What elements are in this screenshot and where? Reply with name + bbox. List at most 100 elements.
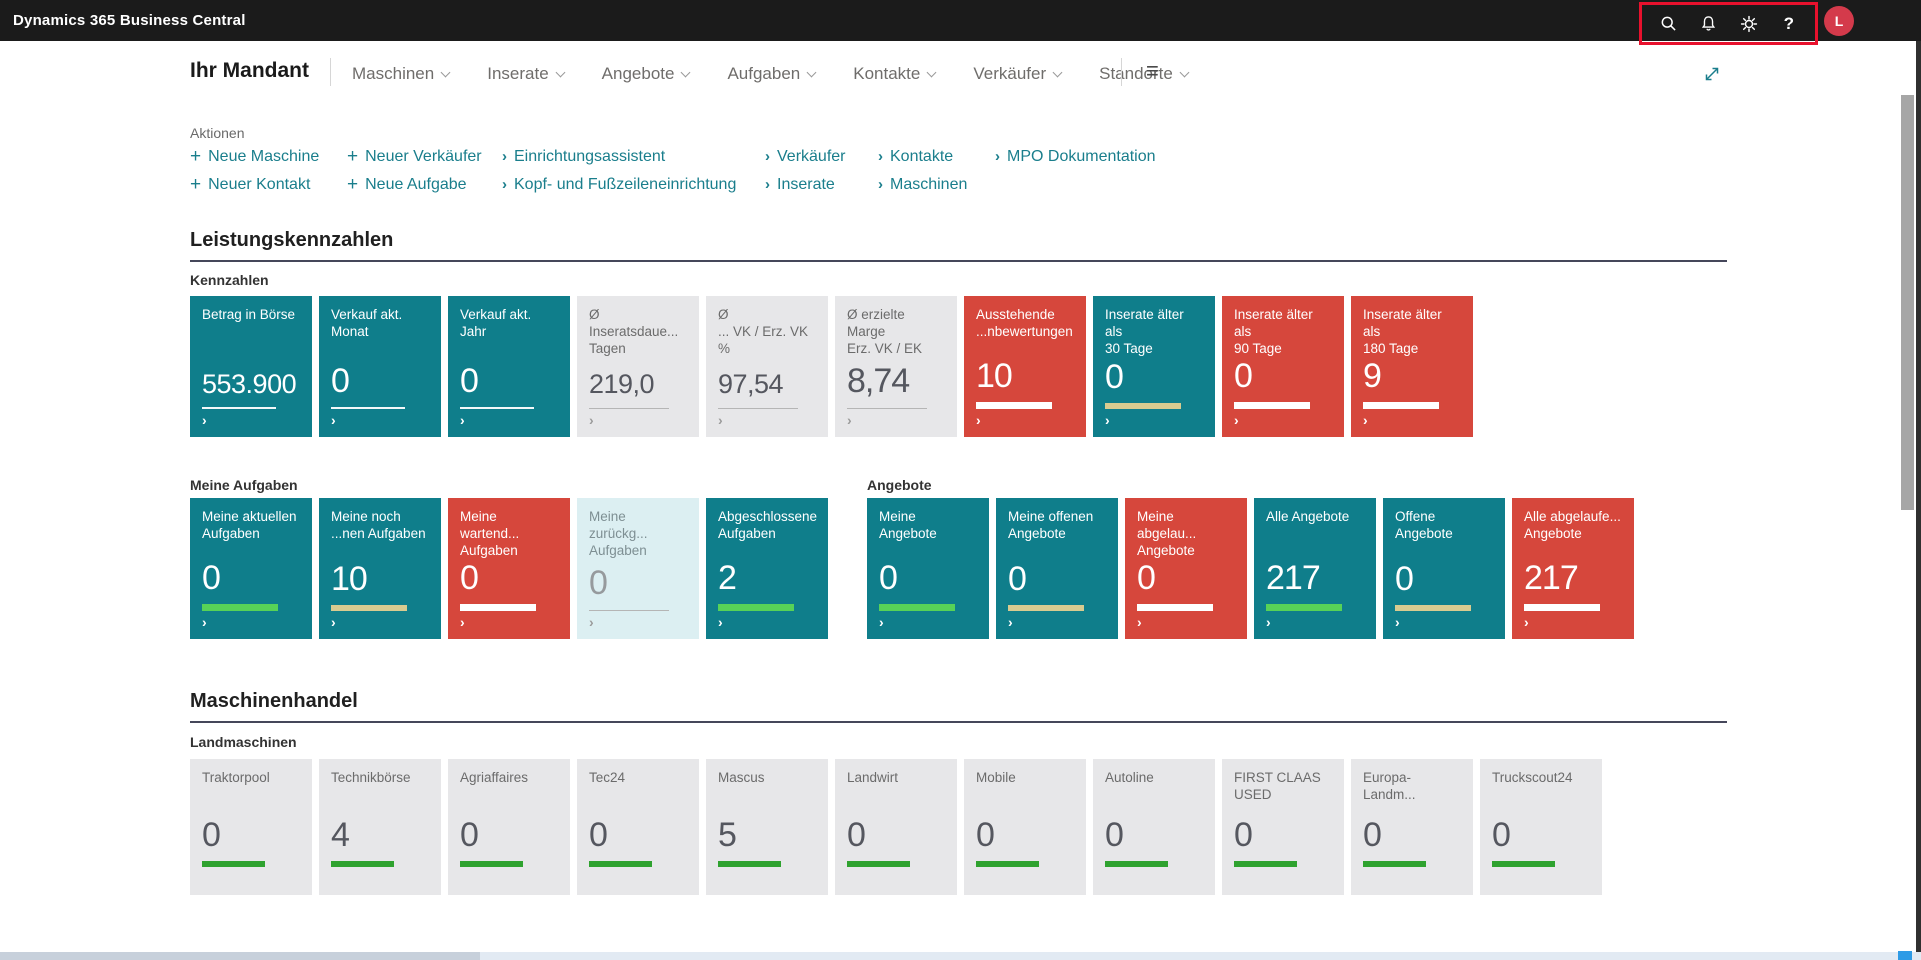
nav-menu-item-aufgaben[interactable]: Aufgaben	[727, 64, 815, 84]
kpi-tile[interactable]: Ø erzielte Marge Erz. VK / EK 8,74 ›	[835, 296, 957, 437]
kpi-tile[interactable]: Alle Angebote 217 ›	[1254, 498, 1376, 639]
kpi-tile[interactable]: Verkauf akt. Jahr 0 ›	[448, 296, 570, 437]
horizontal-scrollbar-thumb[interactable]	[0, 952, 480, 960]
tile-progress-bar	[1363, 402, 1439, 409]
kpi-tile[interactable]: Ausstehende ...nbewertungen 10 ›	[964, 296, 1086, 437]
tile-label: Europa-Landm...	[1363, 769, 1461, 813]
expand-diagonal-icon[interactable]	[1702, 64, 1722, 84]
nav-menu-item-verkäufer[interactable]: Verkäufer	[973, 64, 1061, 84]
action-link[interactable]: › Verkäufer	[765, 148, 845, 166]
tile-value: 0	[847, 818, 945, 852]
tile-value: 217	[1524, 561, 1622, 595]
company-name[interactable]: Ihr Mandant	[190, 59, 309, 83]
action-link[interactable]: › Kopf- und Fußzeileneinrichtung	[502, 176, 736, 194]
kpi-tile[interactable]: Mobile 0 ›	[964, 759, 1086, 895]
tile-value: 0	[1105, 818, 1203, 852]
tile-progress-bar	[460, 861, 523, 867]
kpi-tile[interactable]: Landwirt 0 ›	[835, 759, 957, 895]
action-link[interactable]: › Einrichtungsassistent	[502, 148, 665, 166]
nav-item-label: Inserate	[487, 64, 548, 84]
kpi-tile[interactable]: Verkauf akt. Monat 0 ›	[319, 296, 441, 437]
tile-label: Ausstehende ...nbewertungen	[976, 306, 1074, 350]
settings-gear-icon[interactable]	[1737, 12, 1761, 36]
tile-progress-bar	[1105, 403, 1181, 409]
search-icon[interactable]	[1656, 12, 1680, 36]
tile-progress-bar	[1105, 861, 1168, 867]
user-avatar[interactable]: L	[1824, 6, 1854, 36]
kpi-tile[interactable]: Meine zurückg... Aufgaben 0 ›	[577, 498, 699, 639]
tile-value: 0	[1492, 818, 1590, 852]
tile-progress-bar	[879, 604, 955, 611]
kpi-tile[interactable]: Inserate älter als 180 Tage 9 ›	[1351, 296, 1473, 437]
kpi-tile[interactable]: Agriaffaires 0 ›	[448, 759, 570, 895]
kpi-tile[interactable]: Alle abgelaufe... Angebote 217 ›	[1512, 498, 1634, 639]
nav-item-label: Verkäufer	[973, 64, 1046, 84]
vertical-scrollbar[interactable]	[1901, 95, 1914, 510]
tile-progress-bar	[331, 407, 405, 409]
group-label-landmaschinen: Landmaschinen	[190, 734, 297, 750]
action-link[interactable]: › MPO Dokumentation	[995, 148, 1156, 166]
notifications-bell-icon[interactable]	[1696, 12, 1720, 36]
tile-label: Verkauf akt. Monat	[331, 306, 429, 350]
nav-menu-item-kontakte[interactable]: Kontakte	[853, 64, 935, 84]
kpi-tile[interactable]: Ø Inseratsdaue... Tagen 219,0 ›	[577, 296, 699, 437]
action-label: Neue Maschine	[208, 148, 319, 166]
kpi-tile[interactable]: Inserate älter als 30 Tage 0 ›	[1093, 296, 1215, 437]
app-bar: Dynamics 365 Business Central ? L	[0, 0, 1921, 41]
action-link[interactable]: + Neuer Verkäufer	[347, 148, 482, 166]
nav-menu-item-standorte[interactable]: Standorte	[1099, 64, 1188, 84]
plus-icon: +	[347, 177, 358, 193]
kpi-tile[interactable]: Technikbörse 4 ›	[319, 759, 441, 895]
kpi-tile[interactable]: Mascus 5 ›	[706, 759, 828, 895]
tile-label: Mobile	[976, 769, 1074, 813]
action-link[interactable]: › Maschinen	[878, 176, 967, 194]
tile-label: Traktorpool	[202, 769, 300, 813]
help-icon[interactable]: ?	[1777, 12, 1801, 36]
chevron-right-icon: ›	[331, 615, 429, 630]
chevron-right-icon: ›	[718, 615, 816, 630]
top-navigation: Maschinen Inserate Angebote Aufgaben Kon…	[352, 64, 1188, 84]
nav-menu-item-angebote[interactable]: Angebote	[602, 64, 690, 84]
kpi-tile[interactable]: Meine wartend... Aufgaben 0 ›	[448, 498, 570, 639]
business-central-home: Dynamics 365 Business Central ? L	[0, 0, 1921, 960]
kpi-tile[interactable]: FIRST CLAAS USED 0 ›	[1222, 759, 1344, 895]
kpi-tile[interactable]: Betrag in Börse 553.900 ›	[190, 296, 312, 437]
horizontal-scrollbar-track[interactable]	[0, 952, 1921, 960]
nav-menu-item-maschinen[interactable]: Maschinen	[352, 64, 449, 84]
kpi-tile[interactable]: Autoline 0 ›	[1093, 759, 1215, 895]
kpi-tile[interactable]: Inserate älter als 90 Tage 0 ›	[1222, 296, 1344, 437]
kpi-tile[interactable]: Meine offenen Angebote 0 ›	[996, 498, 1118, 639]
chevron-right-icon: ›	[1105, 413, 1203, 428]
tile-label: Meine wartend... Aufgaben	[460, 508, 558, 559]
tile-progress-bar	[202, 604, 278, 611]
plus-icon: +	[190, 177, 201, 193]
chevron-right-icon: ›	[502, 149, 507, 165]
kpi-tile[interactable]: Traktorpool 0 ›	[190, 759, 312, 895]
action-link[interactable]: + Neue Aufgabe	[347, 176, 467, 194]
kpi-tile[interactable]: Abgeschlossene Aufgaben 2 ›	[706, 498, 828, 639]
menu-hamburger-icon[interactable]: ≡	[1146, 58, 1159, 84]
kpi-tile[interactable]: Meine aktuellen Aufgaben 0 ›	[190, 498, 312, 639]
tile-value: 0	[202, 561, 300, 595]
tile-progress-bar	[1363, 861, 1426, 867]
kpi-tile[interactable]: Ø ... VK / Erz. VK % 97,54 ›	[706, 296, 828, 437]
kpi-tile[interactable]: Meine Angebote 0 ›	[867, 498, 989, 639]
tile-progress-bar	[976, 402, 1052, 409]
action-link[interactable]: › Inserate	[765, 176, 835, 194]
kennzahlen-tile-group: Betrag in Börse 553.900 › Verkauf akt. M…	[190, 296, 1473, 437]
kpi-tile[interactable]: Truckscout24 0 ›	[1480, 759, 1602, 895]
kpi-tile[interactable]: Meine abgelau... Angebote 0 ›	[1125, 498, 1247, 639]
kpi-tile[interactable]: Tec24 0 ›	[577, 759, 699, 895]
kpi-tile[interactable]: Offene Angebote 0 ›	[1383, 498, 1505, 639]
action-link[interactable]: + Neuer Kontakt	[190, 176, 310, 194]
action-link[interactable]: › Kontakte	[878, 148, 953, 166]
tile-progress-bar	[202, 861, 265, 867]
nav-menu-item-inserate[interactable]: Inserate	[487, 64, 563, 84]
actions-row-1: + Neue Maschine + Neuer Verkäufer › Einr…	[190, 148, 1590, 172]
action-link[interactable]: + Neue Maschine	[190, 148, 319, 166]
kpi-tile[interactable]: Europa-Landm... 0 ›	[1351, 759, 1473, 895]
kpi-tile[interactable]: Meine noch ...nen Aufgaben 10 ›	[319, 498, 441, 639]
tile-label: Mascus	[718, 769, 816, 813]
nav-item-label: Standorte	[1099, 64, 1173, 84]
tile-value: 5	[718, 818, 816, 852]
